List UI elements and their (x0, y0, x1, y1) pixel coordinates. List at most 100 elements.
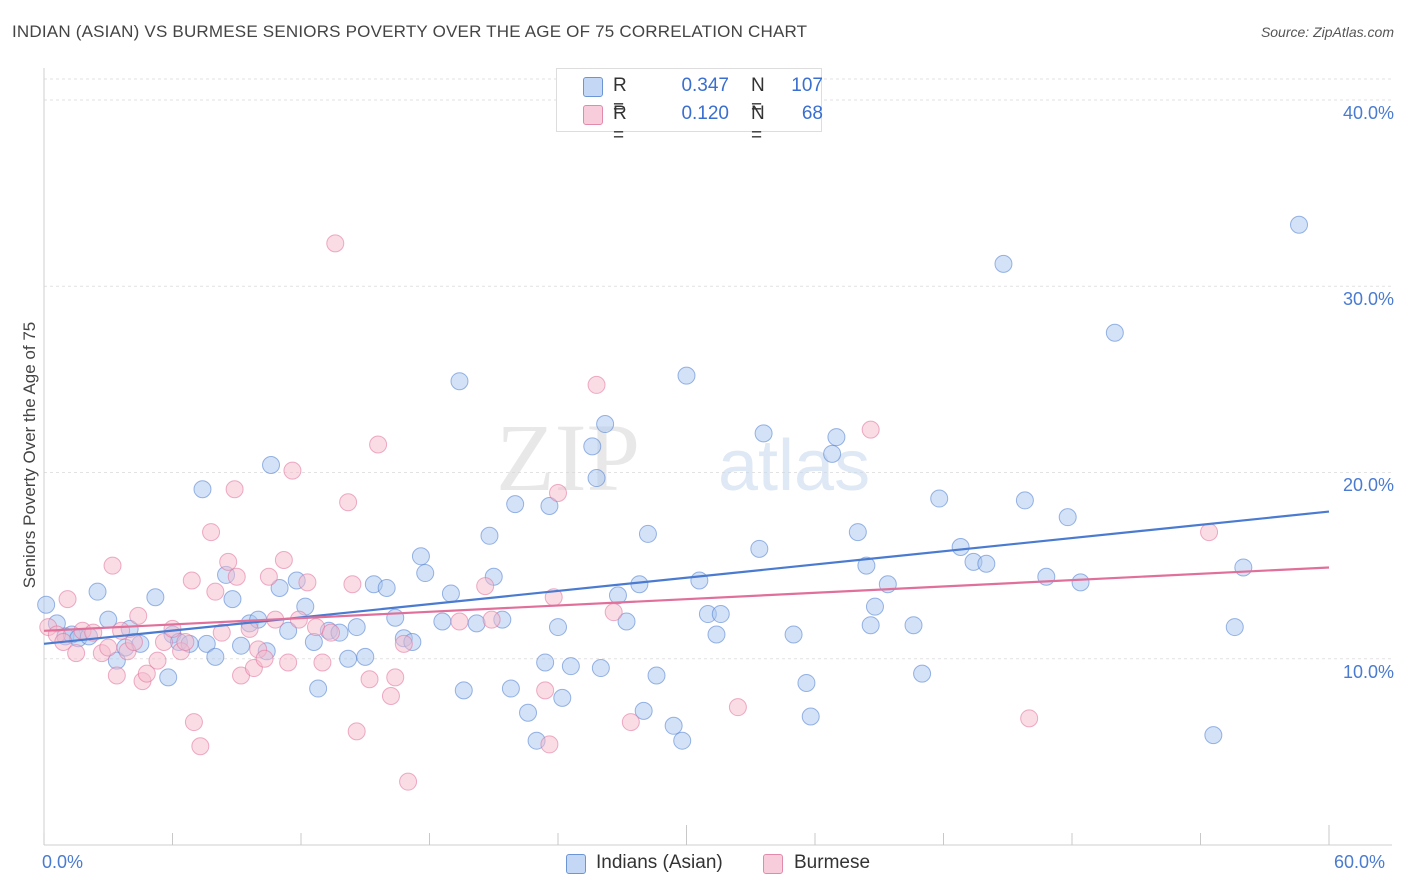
point-indians (664, 716, 683, 735)
point-indians (1071, 573, 1090, 592)
point-burmese (58, 590, 77, 609)
point-burmese (1020, 709, 1039, 728)
point-indians (913, 664, 932, 683)
point-indians (977, 554, 996, 573)
point-indians (904, 616, 923, 635)
point-burmese (298, 573, 317, 592)
point-burmese (99, 638, 118, 657)
point-burmese (191, 737, 210, 756)
point-indians (206, 647, 225, 666)
point-burmese (313, 653, 332, 672)
legend-swatch-burmese (583, 105, 603, 125)
point-indians (638, 524, 657, 543)
point-burmese (103, 556, 122, 575)
point-indians (279, 621, 298, 640)
point-indians (88, 582, 107, 601)
point-burmese (587, 375, 606, 394)
y-tick-label: 10.0% (1342, 661, 1394, 682)
point-burmese (604, 603, 623, 622)
point-indians (994, 254, 1013, 273)
point-indians (865, 597, 884, 616)
y-tick-label: 40.0% (1342, 102, 1394, 123)
point-burmese (347, 722, 366, 741)
point-indians (433, 612, 452, 631)
point-burmese (212, 623, 231, 642)
point-indians (711, 605, 730, 624)
point-burmese (219, 552, 238, 571)
y-tick-label: 30.0% (1342, 289, 1394, 310)
point-burmese (107, 666, 126, 685)
point-indians (450, 372, 469, 391)
point-indians (347, 618, 366, 637)
point-burmese (255, 649, 274, 668)
point-indians (673, 731, 692, 750)
point-indians (309, 679, 328, 698)
point-indians (467, 614, 486, 633)
point-burmese (306, 618, 325, 637)
point-indians (549, 618, 567, 637)
point-burmese (176, 632, 195, 651)
point-indians (37, 595, 56, 614)
point-burmese (728, 698, 747, 717)
point-burmese (394, 634, 413, 653)
point-burmese (225, 480, 244, 499)
point-indians (262, 456, 281, 475)
legend-n-value: 107 (791, 75, 823, 96)
point-indians (356, 647, 375, 666)
point-burmese (621, 713, 640, 732)
point-indians (561, 657, 580, 676)
point-indians (583, 437, 602, 456)
point-burmese (476, 577, 495, 596)
point-indians (411, 547, 430, 566)
point-burmese (381, 686, 400, 705)
point-indians (608, 586, 627, 605)
point-burmese (386, 668, 405, 687)
point-indians (587, 469, 606, 488)
point-indians (416, 564, 435, 583)
legend-r-value: 0.347 (681, 75, 729, 96)
point-indians (197, 634, 216, 653)
point-burmese (540, 735, 559, 754)
y-tick-label: 20.0% (1342, 475, 1394, 496)
point-indians (519, 703, 538, 722)
point-burmese (154, 632, 173, 651)
point-burmese (861, 420, 880, 439)
legend-n-value: 68 (801, 103, 823, 124)
point-indians (690, 571, 709, 590)
point-indians (1105, 323, 1124, 342)
point-indians (304, 632, 323, 651)
point-burmese (129, 606, 148, 625)
point-burmese (202, 523, 221, 542)
point-indians (801, 707, 820, 726)
point-burmese (283, 461, 302, 480)
watermark-atlas: atlas (718, 426, 870, 506)
point-indians (501, 679, 520, 698)
series-legend: Indians (Asian) Burmese (0, 852, 1406, 876)
point-burmese (274, 551, 293, 570)
point-indians (596, 415, 615, 434)
point-burmese (536, 681, 555, 700)
point-burmese (259, 567, 278, 586)
point-indians (540, 496, 559, 515)
trend-line-burmese (43, 566, 1330, 632)
point-indians (827, 428, 846, 447)
point-burmese (399, 772, 418, 791)
point-burmese (549, 483, 567, 502)
x-tick-label-min: 0.0% (42, 852, 84, 872)
trend-lines (43, 510, 1330, 645)
point-indians (750, 539, 769, 558)
point-indians (861, 616, 880, 635)
point-indians (754, 424, 773, 443)
point-indians (857, 556, 876, 575)
point-indians (193, 480, 212, 499)
legend-swatch-indians (583, 77, 603, 97)
watermark-zip: ZIP (496, 404, 640, 511)
point-burmese (227, 567, 246, 586)
legend-n-label: N = (751, 103, 765, 146)
point-indians (223, 590, 242, 609)
gridlines (44, 78, 1392, 660)
legend-n-label: N = (751, 75, 765, 118)
chart-title: INDIAN (ASIAN) VS BURMESE SENIORS POVERT… (12, 22, 808, 41)
point-burmese (360, 670, 379, 689)
point-indians (339, 649, 358, 668)
